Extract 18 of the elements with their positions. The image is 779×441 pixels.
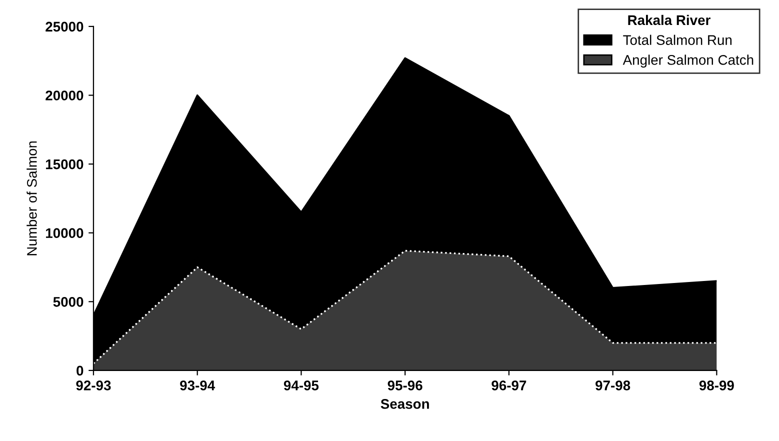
y-tick-label: 10000 xyxy=(46,228,84,238)
legend-label: Total Salmon Run xyxy=(623,34,732,45)
x-tick-label: 98-99 xyxy=(699,380,734,390)
x-tick-label: 95-96 xyxy=(388,380,422,390)
y-tick-label: 5000 xyxy=(53,296,84,307)
x-tick-label: 96-97 xyxy=(492,380,526,390)
x-tick-label: 97-98 xyxy=(596,380,630,390)
y-tick-label: 25000 xyxy=(46,22,84,32)
legend-label: Angler Salmon Catch xyxy=(622,54,754,68)
x-tick-label: 92-93 xyxy=(76,380,111,390)
x-tick-label: 93-94 xyxy=(180,380,216,390)
legend-title: Rakala River xyxy=(628,14,710,26)
y-tick-label: 20000 xyxy=(46,90,84,100)
y-tick-label: 0 xyxy=(76,366,84,376)
x-axis-title: Season xyxy=(380,399,429,409)
x-tick-label: 94-95 xyxy=(284,380,319,390)
y-axis-title: Number of Salmon xyxy=(26,141,37,256)
y-tick-label: 15000 xyxy=(46,159,84,170)
